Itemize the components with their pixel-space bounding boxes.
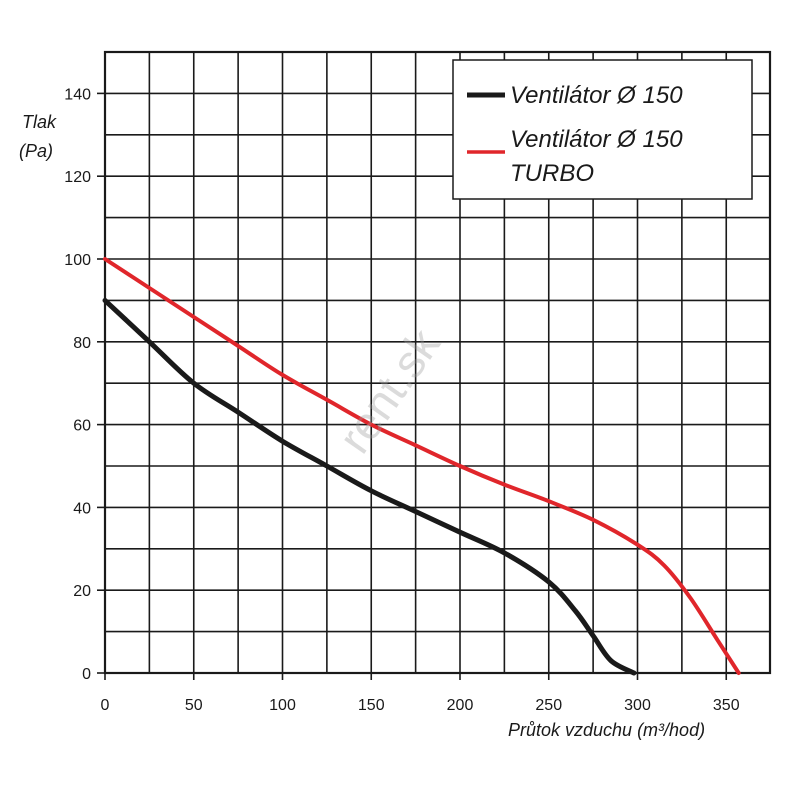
y-tick-label: 140 [64,86,91,103]
x-tick-label: 200 [447,697,474,714]
y-tick-label: 120 [64,169,91,186]
y-axis-label-line2: (Pa) [19,141,53,161]
series-line-ventilator-150 [102,297,637,676]
legend-label-red-line2: TURBO [510,160,594,187]
y-tick-label: 100 [64,252,91,269]
y-tick-label: 80 [73,335,91,352]
legend-label-red-line1: Ventilátor Ø 150 [510,126,683,153]
legend-box [452,59,753,200]
legend: Ventilátor Ø 150 Ventilátor Ø 150 TURBO [452,59,753,200]
plot-border [103,50,772,675]
x-axis-label: Průtok vzduchu (m³/hod) [508,720,705,740]
x-tick-label: 150 [358,697,385,714]
series-lines [102,257,741,676]
x-tick-label: 250 [535,697,562,714]
x-tick-label: 350 [713,697,740,714]
x-tick-labels: 0 50 100 150 200 250 300 350 [101,673,740,714]
legend-label-black: Ventilátor Ø 150 [510,82,683,109]
x-tick-label: 300 [624,697,651,714]
y-tick-label: 60 [73,418,91,435]
series-line-ventilator-150-turbo [103,257,741,675]
plot-frame [103,50,772,675]
y-tick-label: 0 [82,666,91,683]
x-tick-label: 100 [269,697,296,714]
y-axis-label-line1: Tlak [22,112,57,132]
watermark-text: rent.sk [328,319,450,463]
x-tick-label: 0 [101,697,110,714]
y-tick-label: 40 [73,500,91,517]
x-tick-label: 50 [185,697,203,714]
y-tick-label: 20 [73,583,91,600]
y-tick-labels: 0 20 40 60 80 100 120 140 [64,86,105,683]
